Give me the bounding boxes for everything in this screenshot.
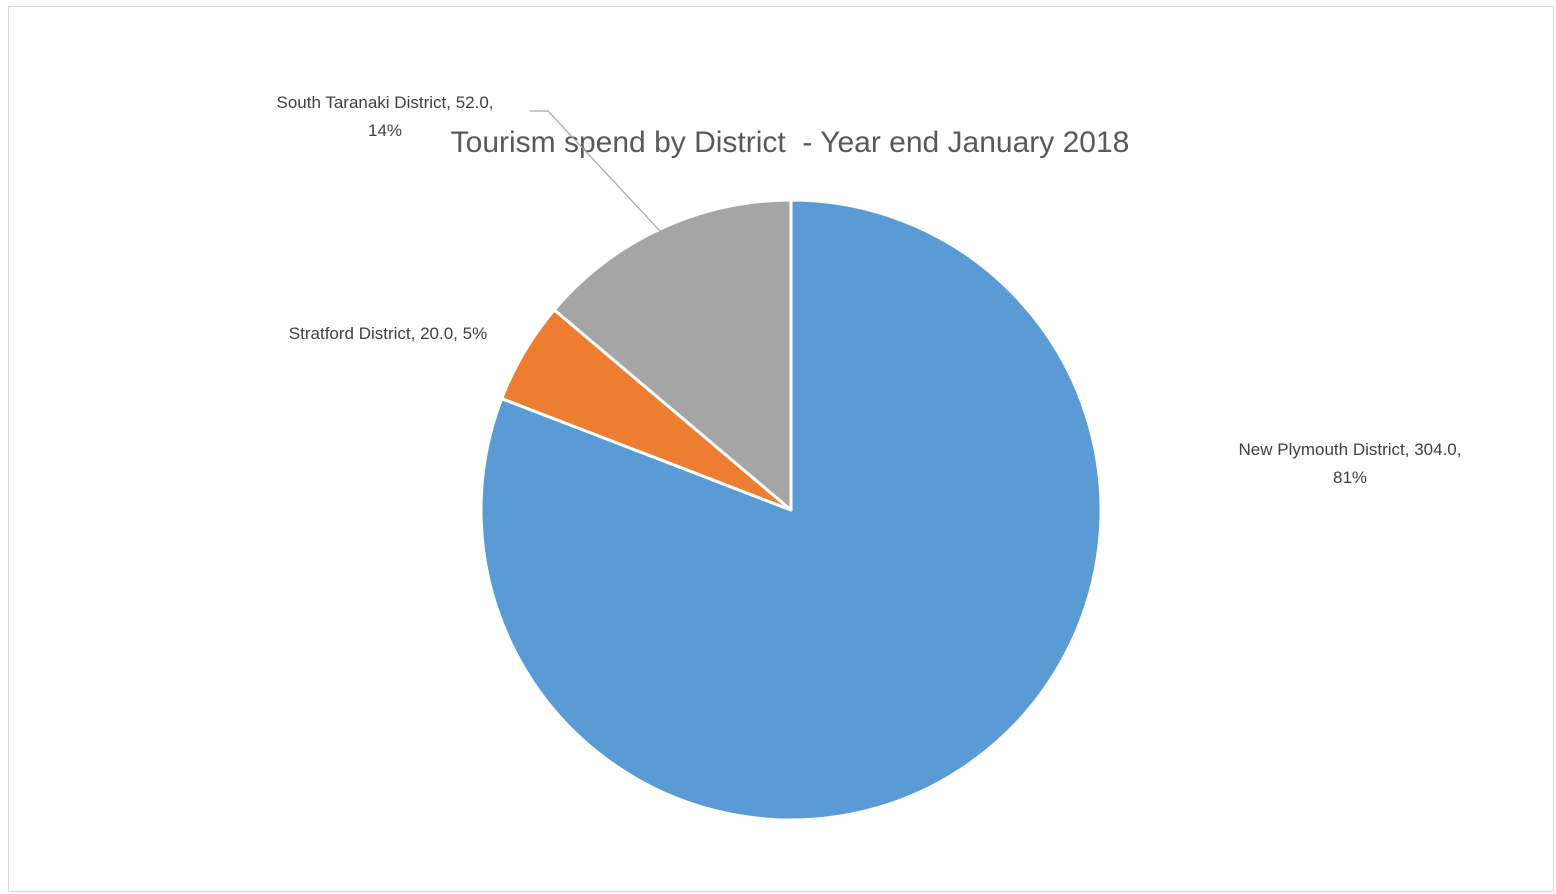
chart-title-line-1: Tourism spend by District - Year end Jan… — [450, 126, 1130, 159]
data-label-stratford-line-1: Stratford District, 20.0, 5% — [288, 324, 488, 343]
leader-line-south-taranaki — [530, 110, 664, 235]
data-label-new-plymouth-line-1: New Plymouth District, 304.0, — [1238, 440, 1462, 459]
data-label-stratford: Stratford District, 20.0, 5% — [248, 320, 528, 348]
pie-slice-south-taranaki — [552, 198, 793, 512]
data-label-south-taranaki-line-2: 14% — [367, 121, 403, 140]
data-label-south-taranaki-line-1: South Taranaki District, 52.0, — [276, 93, 494, 112]
data-label-new-plymouth: New Plymouth District, 304.0, 81% — [1180, 436, 1520, 492]
chart-title: Tourism spend by District - Year end Jan… — [290, 28, 1290, 350]
data-label-south-taranaki: South Taranaki District, 52.0, 14% — [230, 89, 540, 145]
data-label-new-plymouth-line-2: 81% — [1332, 468, 1368, 487]
